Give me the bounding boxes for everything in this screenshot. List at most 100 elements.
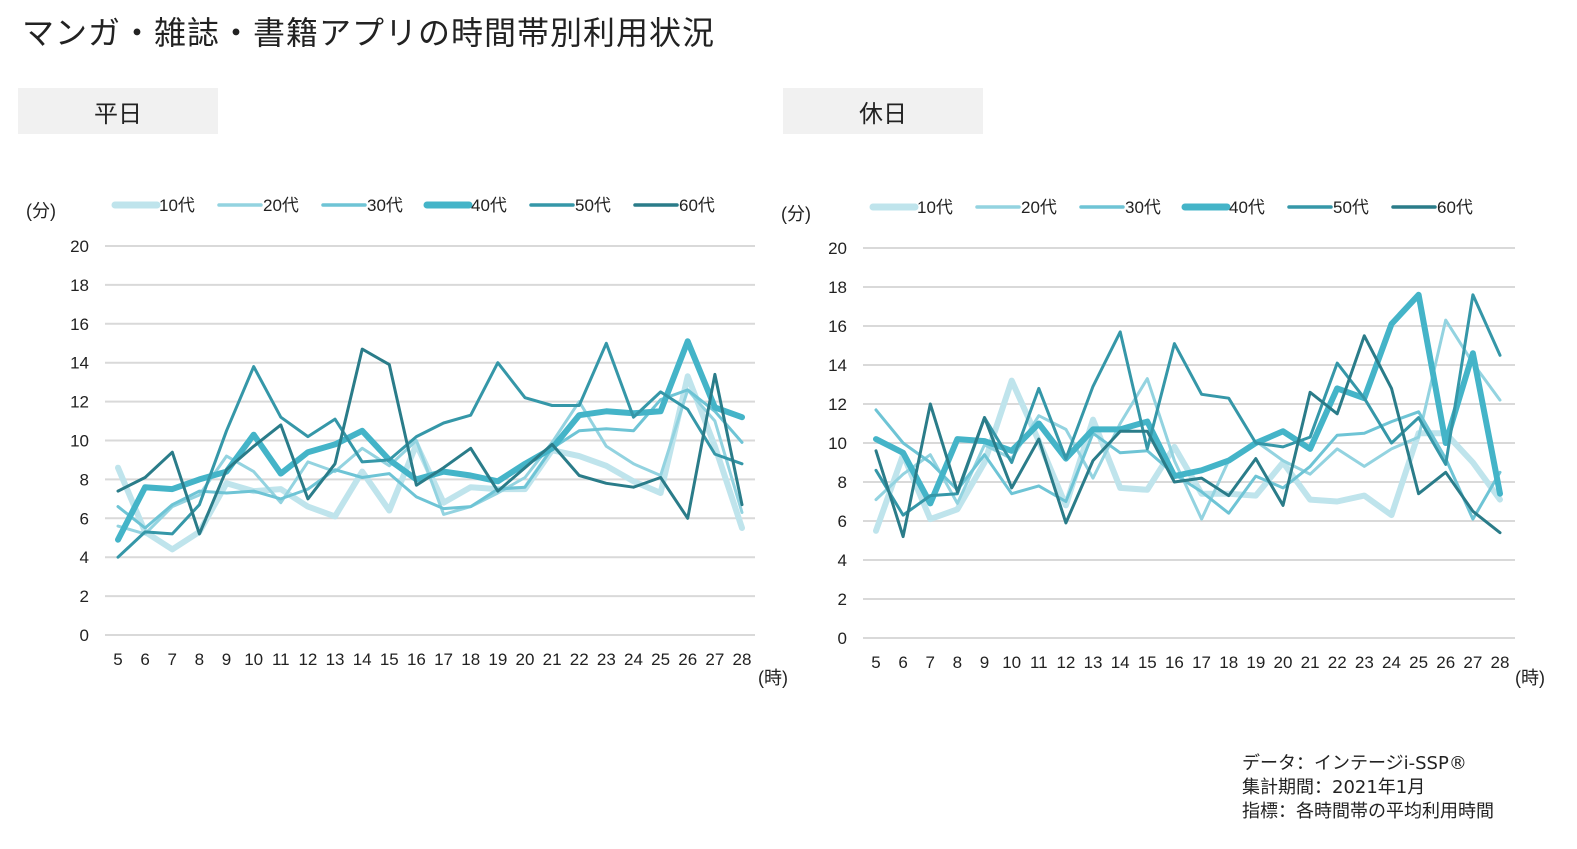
x-tick-label: 17 — [434, 650, 453, 669]
legend-label: 40代 — [471, 196, 507, 215]
y-tick-label: 10 — [70, 432, 89, 451]
legend-label: 50代 — [1333, 198, 1369, 217]
x-tick-label: 28 — [733, 650, 752, 669]
y-axis-unit-label: (分) — [26, 201, 56, 221]
x-tick-label: 18 — [461, 650, 480, 669]
y-tick-label: 12 — [70, 393, 89, 412]
x-tick-label: 14 — [1111, 653, 1130, 672]
legend-label: 30代 — [367, 196, 403, 215]
x-tick-label: 26 — [678, 650, 697, 669]
x-tick-label: 19 — [488, 650, 507, 669]
y-tick-label: 14 — [828, 356, 847, 375]
source-note-data: データ：インテージi-SSP® — [1242, 753, 1467, 774]
legend-label: 30代 — [1125, 198, 1161, 217]
legend-label: 60代 — [1437, 198, 1473, 217]
x-tick-label: 18 — [1219, 653, 1238, 672]
series-line-60s — [874, 334, 1502, 539]
legend-label: 10代 — [159, 196, 195, 215]
x-tick-label: 6 — [140, 650, 149, 669]
series-line-50s — [116, 341, 744, 559]
x-tick-label: 12 — [1056, 653, 1075, 672]
x-tick-label: 12 — [298, 650, 317, 669]
y-tick-label: 0 — [838, 629, 847, 648]
holiday-panel-label: 休日 — [783, 88, 983, 134]
x-tick-label: 27 — [705, 650, 724, 669]
x-tick-label: 9 — [222, 650, 231, 669]
x-tick-label: 7 — [168, 650, 177, 669]
y-tick-label: 16 — [828, 317, 847, 336]
x-tick-label: 27 — [1463, 653, 1482, 672]
x-axis-unit-label: (時) — [1515, 668, 1545, 688]
x-tick-label: 21 — [543, 650, 562, 669]
y-tick-label: 2 — [80, 587, 89, 606]
weekday-panel-label: 平日 — [18, 88, 218, 134]
x-tick-label: 10 — [244, 650, 263, 669]
y-tick-label: 4 — [838, 551, 847, 570]
legend-label: 20代 — [263, 196, 299, 215]
x-tick-label: 23 — [1355, 653, 1374, 672]
x-tick-label: 16 — [1165, 653, 1184, 672]
y-tick-label: 8 — [838, 473, 847, 492]
x-tick-label: 10 — [1002, 653, 1021, 672]
x-tick-label: 28 — [1491, 653, 1510, 672]
y-tick-label: 6 — [80, 509, 89, 528]
legend-label: 40代 — [1229, 198, 1265, 217]
x-tick-label: 13 — [1084, 653, 1103, 672]
source-note: データ：インテージi-SSP® 集計期間：2021年1月 指標：各時間帯の平均利… — [1242, 752, 1494, 824]
y-tick-label: 8 — [80, 470, 89, 489]
y-tick-label: 6 — [838, 512, 847, 531]
x-tick-label: 19 — [1246, 653, 1265, 672]
x-tick-label: 17 — [1192, 653, 1211, 672]
y-tick-label: 2 — [838, 590, 847, 609]
x-tick-label: 20 — [515, 650, 534, 669]
y-tick-label: 12 — [828, 395, 847, 414]
x-tick-label: 26 — [1436, 653, 1455, 672]
x-tick-label: 23 — [597, 650, 616, 669]
legend-label: 20代 — [1021, 198, 1057, 217]
x-tick-label: 11 — [1030, 653, 1048, 672]
x-tick-label: 15 — [380, 650, 399, 669]
y-tick-label: 0 — [80, 626, 89, 645]
x-tick-label: 16 — [407, 650, 426, 669]
legend-label: 60代 — [679, 196, 715, 215]
source-note-period: 集計期間：2021年1月 — [1242, 777, 1426, 798]
x-tick-label: 21 — [1301, 653, 1320, 672]
series-line-20s — [874, 318, 1502, 521]
series-line-40s — [873, 291, 1503, 507]
legend-label: 50代 — [575, 196, 611, 215]
x-tick-label: 11 — [272, 650, 290, 669]
x-tick-label: 24 — [624, 650, 643, 669]
source-note-metric: 指標：各時間帯の平均利用時間 — [1242, 801, 1494, 822]
y-tick-label: 10 — [828, 434, 847, 453]
x-tick-label: 8 — [953, 653, 962, 672]
y-tick-label: 20 — [70, 237, 89, 256]
x-tick-label: 7 — [926, 653, 935, 672]
y-axis-unit-label: (分) — [781, 204, 811, 224]
series-line-30s — [116, 388, 744, 530]
x-tick-label: 25 — [1409, 653, 1428, 672]
legend-label: 10代 — [917, 198, 953, 217]
y-tick-label: 18 — [70, 276, 89, 295]
y-tick-label: 18 — [828, 278, 847, 297]
x-tick-label: 25 — [651, 650, 670, 669]
x-tick-label: 14 — [353, 650, 372, 669]
x-tick-label: 5 — [871, 653, 880, 672]
page-title: マンガ・雑誌・書籍アプリの時間帯別利用状況 — [22, 14, 716, 52]
y-tick-label: 20 — [828, 239, 847, 258]
x-tick-label: 5 — [113, 650, 122, 669]
x-tick-label: 20 — [1273, 653, 1292, 672]
x-tick-label: 22 — [570, 650, 589, 669]
x-tick-label: 9 — [980, 653, 989, 672]
y-tick-label: 16 — [70, 315, 89, 334]
x-tick-label: 24 — [1382, 653, 1401, 672]
series-line-60s — [116, 347, 744, 536]
x-tick-label: 13 — [326, 650, 345, 669]
series-line-30s — [874, 408, 1502, 521]
x-tick-label: 15 — [1138, 653, 1157, 672]
x-tick-label: 8 — [195, 650, 204, 669]
x-axis-unit-label: (時) — [758, 668, 788, 688]
x-tick-label: 22 — [1328, 653, 1347, 672]
y-tick-label: 14 — [70, 354, 89, 373]
